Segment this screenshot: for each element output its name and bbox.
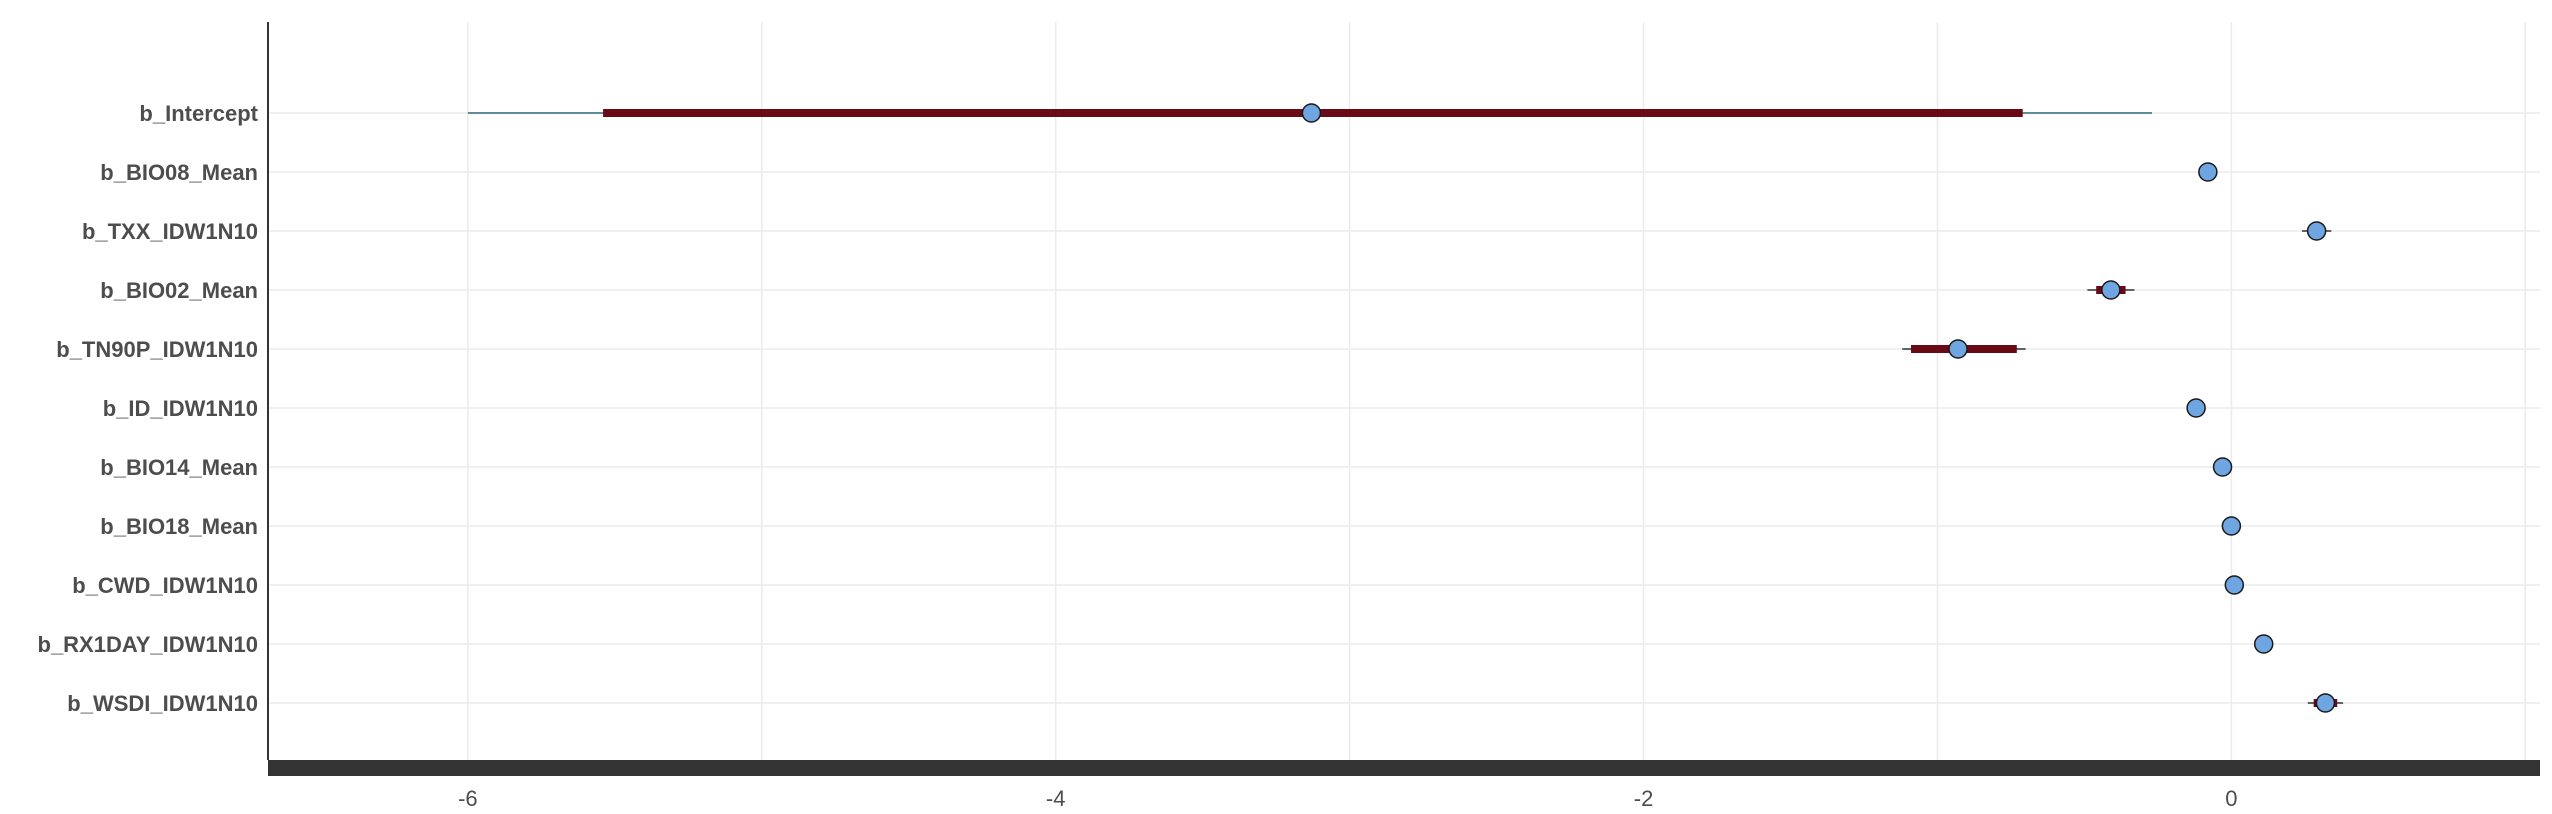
x-tick-labels: -6 -4 -2 0 bbox=[458, 786, 2237, 811]
point-estimate bbox=[1301, 103, 1322, 123]
grid-layer bbox=[268, 22, 2540, 760]
point-estimate bbox=[2212, 457, 2233, 477]
y-tick-label: b_Intercept bbox=[139, 101, 258, 126]
y-tick-label: b_CWD_IDW1N10 bbox=[72, 573, 258, 598]
point-layer bbox=[1301, 103, 2336, 713]
point-estimate bbox=[2253, 634, 2274, 654]
y-tick-label: b_TXX_IDW1N10 bbox=[82, 219, 258, 244]
point-estimate bbox=[2101, 280, 2121, 300]
y-tick-label: b_BIO18_Mean bbox=[100, 514, 258, 539]
x-axis-bar bbox=[268, 760, 2540, 776]
y-tick-label: b_ID_IDW1N10 bbox=[103, 396, 258, 421]
y-tick-label: b_BIO14_Mean bbox=[100, 455, 258, 480]
x-tick-label: -2 bbox=[1634, 786, 1654, 811]
y-tick-label: b_RX1DAY_IDW1N10 bbox=[38, 632, 259, 657]
point-estimate bbox=[2306, 221, 2327, 241]
x-tick-label: -6 bbox=[458, 786, 478, 811]
point-estimate bbox=[2224, 575, 2245, 595]
y-tick-labels: b_Intercept b_BIO08_Mean b_TXX_IDW1N10 b_BI… bbox=[38, 101, 259, 716]
x-tick-label: -4 bbox=[1046, 786, 1066, 811]
y-tick-label: b_WSDI_IDW1N10 bbox=[67, 691, 258, 716]
x-tick-label: 0 bbox=[2225, 786, 2237, 811]
point-estimate bbox=[2186, 398, 2206, 418]
point-estimate bbox=[2221, 516, 2242, 536]
y-tick-label: b_BIO02_Mean bbox=[100, 278, 258, 303]
point-estimate bbox=[1948, 339, 1968, 359]
axis-layer bbox=[267, 22, 2540, 776]
y-tick-label: b_BIO08_Mean bbox=[100, 160, 258, 185]
y-tick-label: b_TN90P_IDW1N10 bbox=[56, 337, 258, 362]
point-estimate bbox=[2315, 693, 2336, 713]
point-estimate bbox=[2198, 162, 2218, 182]
